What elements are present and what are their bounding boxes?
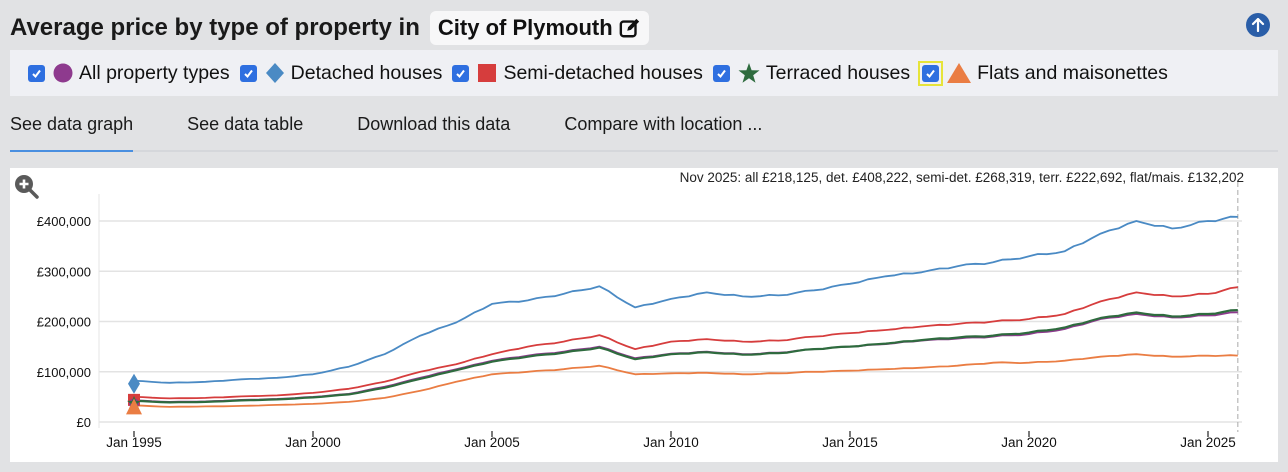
checkbox-flats-focus[interactable]	[918, 60, 944, 86]
location-name: City of Plymouth	[437, 15, 613, 40]
x-tick-label: Jan 2005	[464, 435, 520, 450]
latest-values-summary: Nov 2025: all £218,125, det. £408,222, s…	[679, 170, 1244, 185]
x-tick-label: Jan 2025	[1180, 435, 1236, 450]
series-line	[133, 215, 1238, 384]
scroll-top-button[interactable]	[1246, 13, 1270, 37]
tab-see-data-table[interactable]: See data table	[187, 114, 304, 134]
location-selector-button[interactable]: City of Plymouth	[429, 11, 649, 45]
legend-item-all[interactable]: All property types	[28, 62, 230, 85]
legend-item-flats[interactable]: Flats and maisonettes	[918, 60, 1168, 86]
chart-header: Average price by type of property in Cit…	[10, 8, 649, 48]
legend-item-semi-detached[interactable]: Semi-detached houses	[452, 61, 703, 85]
legend-label: Semi-detached houses	[503, 61, 703, 84]
tab-download-data[interactable]: Download this data	[357, 114, 511, 134]
series-legend: All property types Detached houses Semi-…	[10, 50, 1278, 96]
checkmark-icon	[456, 69, 466, 78]
x-tick-label: Jan 2020	[1001, 435, 1057, 450]
triangle-marker-icon	[947, 63, 972, 83]
x-tick-label: Jan 2000	[285, 435, 341, 450]
y-tick-label: £0	[77, 415, 91, 430]
checkbox-detached[interactable]	[239, 64, 257, 82]
y-tick-label: £100,000	[37, 365, 91, 380]
y-tick-label: £200,000	[37, 315, 91, 330]
square-marker-icon	[478, 64, 497, 82]
line-chart[interactable]: £0 £100,000 £200,000 £300,000 £400,000 Jan 19…	[10, 168, 1278, 462]
series-line	[133, 309, 1238, 404]
checkmark-icon	[717, 69, 726, 78]
legend-label: All property types	[79, 61, 230, 84]
checkbox-all[interactable]	[28, 64, 45, 82]
y-tick-label: £300,000	[37, 264, 91, 279]
page-title: Average price by type of property in	[10, 14, 420, 41]
zoom-in-icon[interactable]	[14, 174, 40, 200]
checkbox-flats[interactable]	[922, 64, 940, 82]
checkmark-icon	[243, 69, 253, 78]
tab-see-data-graph[interactable]: See data graph	[10, 106, 134, 152]
legend-label: Terraced houses	[765, 61, 911, 84]
checkmark-icon	[32, 69, 41, 78]
x-tick-label: Jan 2010	[643, 435, 699, 450]
arrow-up-icon	[1251, 18, 1265, 32]
x-tick-label: Jan 2015	[822, 435, 878, 450]
star-marker-icon	[738, 63, 760, 83]
y-tick-label: £400,000	[37, 214, 91, 229]
diamond-marker-icon	[128, 373, 140, 394]
tab-compare-location[interactable]: Compare with location ...	[564, 114, 763, 134]
checkbox-semi-detached[interactable]	[452, 64, 470, 82]
checkmark-icon	[926, 69, 935, 78]
chart-area: Nov 2025: all £218,125, det. £408,222, s…	[10, 168, 1278, 462]
series-line	[133, 286, 1238, 400]
edit-icon	[619, 18, 639, 38]
view-tabs: See data graph See data table Download t…	[10, 106, 1278, 152]
circle-marker-icon	[53, 63, 73, 83]
checkbox-terraced[interactable]	[712, 64, 730, 82]
series-line	[133, 353, 1238, 408]
legend-label: Detached houses	[290, 61, 443, 84]
diamond-marker-icon	[265, 63, 284, 83]
x-tick-label: Jan 1995	[106, 435, 162, 450]
legend-label: Flats and maisonettes	[977, 61, 1168, 84]
triangle-marker-icon	[126, 398, 142, 415]
legend-item-detached[interactable]: Detached houses	[239, 61, 443, 85]
legend-item-terraced[interactable]: Terraced houses	[712, 61, 911, 85]
